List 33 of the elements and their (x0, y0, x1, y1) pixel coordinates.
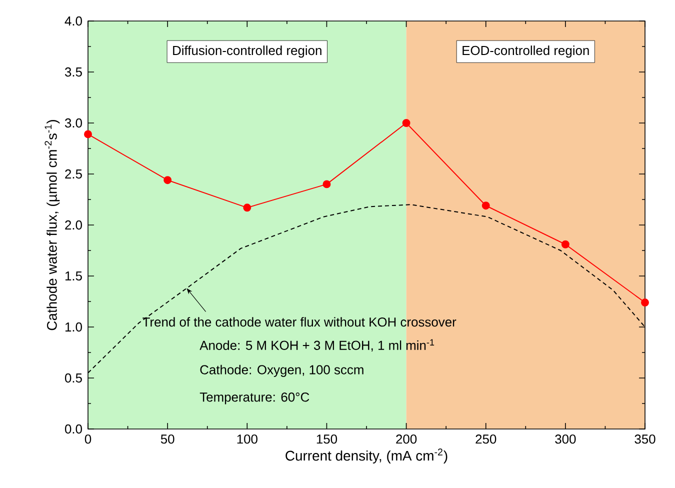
x-tick-label: 50 (160, 434, 174, 444)
y-tick-label: 2.5 (65, 169, 82, 179)
y-tick-label: 4.0 (64, 16, 82, 26)
annotation: Trend of the cathode water flux without KOH crossover (142, 317, 456, 327)
point (641, 298, 649, 307)
y-tick-label: 1.5 (65, 271, 82, 281)
x-axis-title: Current density, (mA cm$^{-2}$) (286, 448, 448, 464)
annotation: Anode: 5 M KOH + 3 M EtOH, 1 ml min$^{-1}$ (200, 339, 434, 352)
point (402, 119, 410, 127)
y-tick-label: 3.0 (64, 118, 82, 128)
y-axis-title: Cathode water flux, (µmol cm$^{-2}$s$^{-1}$) (44, 120, 60, 330)
point (243, 204, 252, 212)
band-label: Diffusion-controlled region (173, 46, 322, 58)
x-tick-label: 150 (316, 434, 338, 444)
point (482, 202, 490, 210)
point (322, 180, 331, 188)
point (164, 176, 172, 184)
y-tick-label: 0.5 (64, 373, 82, 383)
x-tick-label: 100 (237, 434, 258, 444)
annotation: Cathode: Oxygen, 100 sccm (200, 364, 364, 377)
y-tick-label: 0.0 (64, 424, 82, 434)
x-tick-label: 300 (555, 434, 576, 444)
point (561, 240, 570, 248)
y-tick-label: 3.5 (64, 67, 82, 77)
y-tick-label: 2.0 (65, 220, 82, 230)
y-tick-label: 1.0 (65, 322, 82, 332)
x-tick-label: 350 (634, 434, 656, 444)
annotation: Temperature: 60°C (200, 392, 310, 404)
x-tick-label: 200 (396, 434, 417, 444)
x-tick-label: 0 (84, 434, 92, 444)
band-label: EOD-controlled region (462, 46, 589, 58)
point (84, 130, 92, 138)
x-tick-label: 250 (476, 434, 496, 444)
